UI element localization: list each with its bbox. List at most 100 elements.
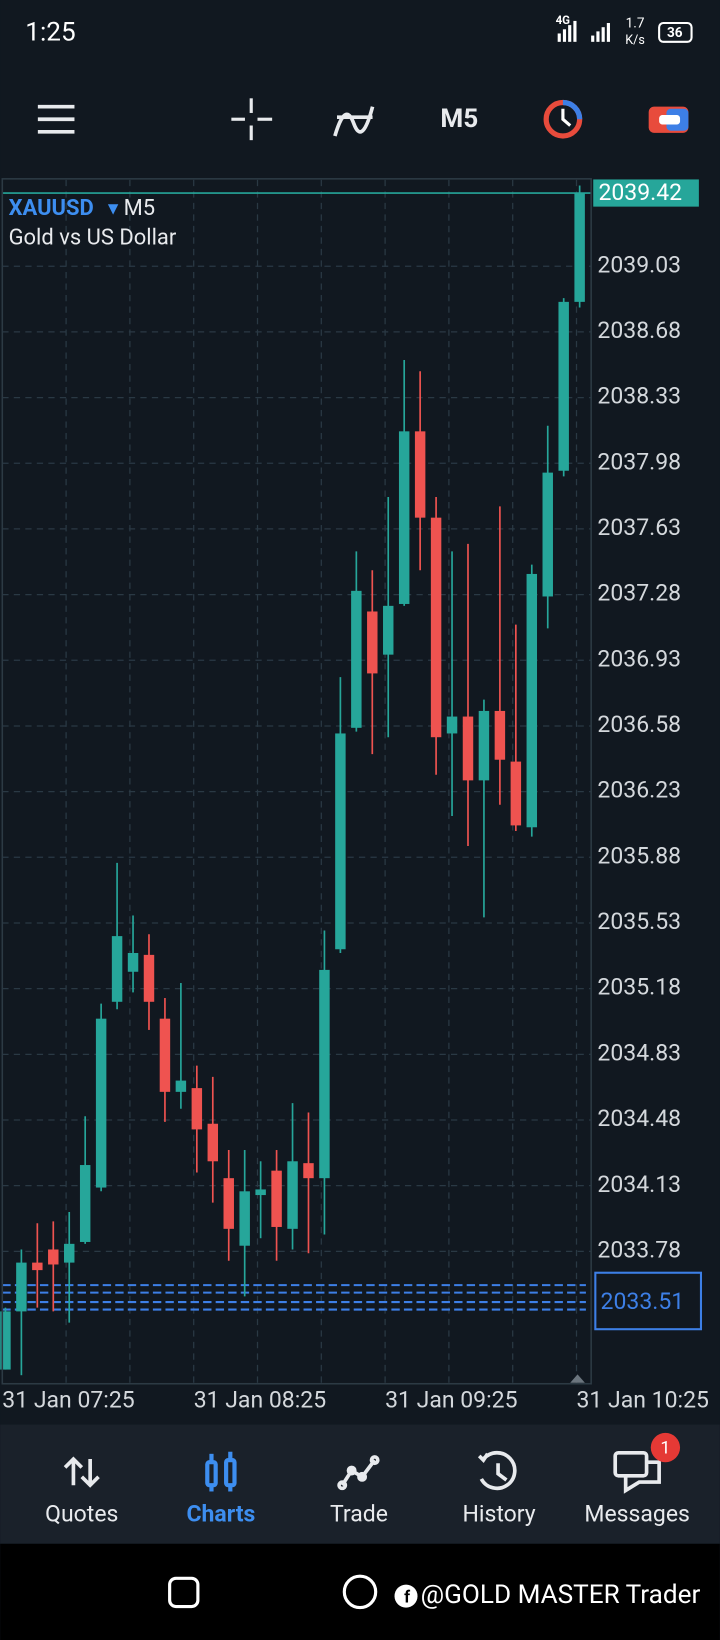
candle-body xyxy=(271,1170,282,1227)
symbol-description: Gold vs US Dollar xyxy=(9,225,177,250)
watermark: @GOLD MASTER Trader xyxy=(421,1580,701,1610)
candle-body xyxy=(255,1189,266,1196)
nav-label[interactable]: History xyxy=(463,1501,536,1528)
net-speed-unit: K/s xyxy=(625,33,645,48)
net-speed: 1.7 xyxy=(626,16,645,32)
x-tick-label: 31 Jan 10:25 xyxy=(577,1387,710,1414)
candle-body xyxy=(478,710,490,781)
nav-label[interactable]: Charts xyxy=(186,1501,255,1528)
candle-body xyxy=(319,969,330,1179)
y-tick-label: 2034.13 xyxy=(597,1171,681,1198)
home-button[interactable] xyxy=(342,1574,378,1610)
nav-label[interactable]: Quotes xyxy=(45,1501,118,1528)
y-tick-label: 2033.78 xyxy=(597,1236,681,1263)
candle-body xyxy=(510,761,522,826)
x-tick-label: 31 Jan 07:25 xyxy=(2,1387,135,1414)
candle-body xyxy=(542,472,553,597)
quotes-icon[interactable] xyxy=(63,1456,100,1488)
chart-frame xyxy=(1,178,592,1385)
clock: 1:25 xyxy=(25,17,75,47)
history-icon[interactable] xyxy=(477,1450,517,1491)
last-price-box xyxy=(593,179,699,207)
y-tick-label: 2034.48 xyxy=(597,1105,681,1132)
candle-body xyxy=(430,517,442,738)
candle-body xyxy=(287,1161,298,1229)
y-tick-label: 2036.93 xyxy=(597,645,681,672)
candle-body xyxy=(111,936,123,1002)
badge xyxy=(650,1432,681,1463)
candle-body xyxy=(574,193,585,302)
svg-text:f: f xyxy=(404,1588,410,1608)
candle-body xyxy=(335,733,346,950)
order-label: 2033.51 xyxy=(601,1288,685,1315)
candle-body xyxy=(383,605,394,655)
candle-body xyxy=(223,1178,234,1229)
candle-body xyxy=(558,301,569,471)
system-nav xyxy=(0,1543,720,1640)
menu-button[interactable] xyxy=(37,104,75,134)
signal-icon xyxy=(557,20,610,42)
order-box xyxy=(594,1271,703,1331)
candle-body xyxy=(0,1311,11,1370)
candle-body xyxy=(303,1163,314,1179)
candle-body xyxy=(351,590,362,728)
battery-level: 36 xyxy=(667,25,683,41)
y-tick-label: 2037.63 xyxy=(597,514,681,541)
y-tick-label: 2039.03 xyxy=(597,251,681,278)
y-tick-label: 2035.88 xyxy=(597,842,681,869)
y-tick-label: 2035.53 xyxy=(597,908,681,935)
candle-body xyxy=(79,1165,91,1242)
candle-body xyxy=(462,716,474,781)
candle-body xyxy=(398,431,410,604)
network: 4G xyxy=(556,13,571,27)
y-tick-label: 2036.58 xyxy=(597,711,681,738)
recents-button[interactable] xyxy=(168,1576,200,1609)
y-tick-label: 2037.28 xyxy=(597,580,681,607)
candle-body xyxy=(367,611,378,674)
candle-body xyxy=(207,1123,219,1162)
charts-icon[interactable] xyxy=(205,1451,237,1492)
battery-icon xyxy=(658,21,693,43)
indicators-button[interactable] xyxy=(333,106,375,137)
badge-count: 1 xyxy=(660,1438,670,1458)
candle-body xyxy=(64,1243,75,1263)
timeframe-button[interactable]: M5 xyxy=(440,104,478,134)
x-tick-label: 31 Jan 08:25 xyxy=(194,1387,327,1414)
y-tick-label: 2036.23 xyxy=(597,777,681,804)
y-tick-label: 2038.33 xyxy=(597,383,681,410)
bottom-nav xyxy=(0,1424,720,1544)
candle-body xyxy=(414,431,426,518)
candle-body xyxy=(143,954,155,1002)
candle-body xyxy=(175,1080,187,1092)
chart-timeframe: M5 xyxy=(124,196,156,221)
candle-body xyxy=(191,1088,203,1130)
x-tick-label: 31 Jan 09:25 xyxy=(385,1387,518,1414)
trade-clock-button[interactable] xyxy=(543,99,583,139)
nav-label[interactable]: Messages xyxy=(584,1501,690,1528)
y-tick-label: 2037.98 xyxy=(597,448,681,475)
y-tick-label: 2038.68 xyxy=(597,317,681,344)
candle-body xyxy=(48,1249,59,1265)
candle-body xyxy=(32,1262,43,1271)
y-tick-label: 2034.83 xyxy=(597,1039,681,1066)
trade-icon[interactable] xyxy=(337,1455,380,1491)
one-click-button[interactable] xyxy=(648,106,689,133)
nav-label[interactable]: Trade xyxy=(330,1501,388,1528)
candle-body xyxy=(16,1262,27,1312)
candle-body xyxy=(494,710,506,760)
symbol-dropdown[interactable]: ▼ xyxy=(108,201,119,217)
candle-body xyxy=(239,1191,250,1246)
facebook-icon: f xyxy=(394,1584,418,1608)
candle-body xyxy=(446,716,458,734)
candle-body xyxy=(127,952,139,972)
symbol[interactable]: XAUUSD xyxy=(9,196,94,221)
chart: 2039.03 2038.68 2038.33 2037.98 2037.63 2037.… xyxy=(0,179,710,1414)
candle-body xyxy=(526,573,538,828)
candle-body xyxy=(159,1018,171,1092)
crosshair-button[interactable] xyxy=(231,98,273,141)
last-price-label: 2039.42 xyxy=(598,179,682,206)
messages-icon[interactable] xyxy=(613,1450,661,1494)
